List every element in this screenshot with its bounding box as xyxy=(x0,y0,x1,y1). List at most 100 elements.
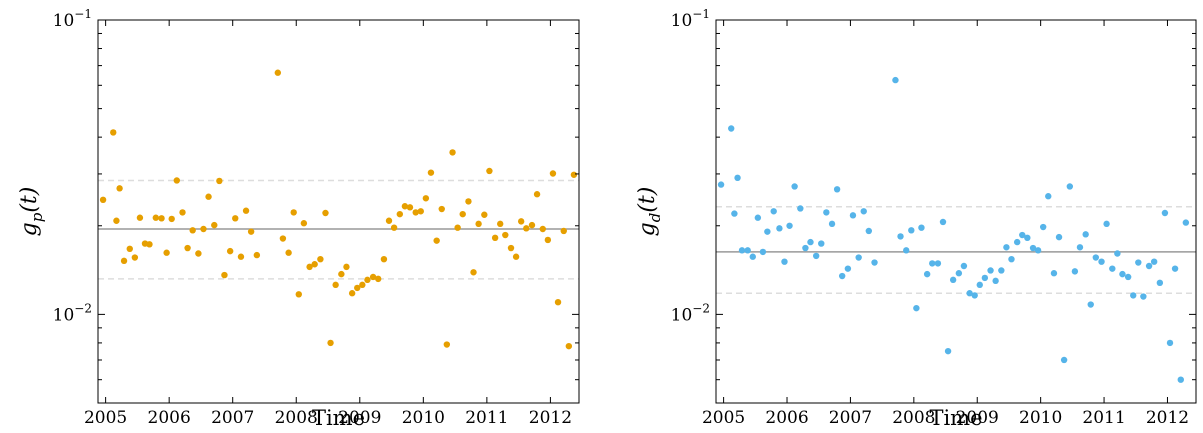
data-point xyxy=(560,227,567,235)
data-point xyxy=(1103,220,1110,228)
data-point xyxy=(807,238,814,246)
data-point xyxy=(517,218,525,225)
x-tick-label: 2009 xyxy=(338,408,381,428)
data-point xyxy=(348,290,356,297)
x-tick-label: 2009 xyxy=(956,408,999,428)
data-point xyxy=(279,235,287,242)
data-point xyxy=(232,215,239,222)
data-point xyxy=(512,253,520,260)
data-point xyxy=(184,244,191,252)
data-point xyxy=(1171,265,1179,272)
data-point xyxy=(818,240,825,247)
data-point xyxy=(306,263,313,271)
x-tick-label: 2012 xyxy=(1146,408,1189,428)
data-point xyxy=(738,247,746,254)
data-point xyxy=(770,208,777,215)
data-point xyxy=(422,195,430,202)
data-point xyxy=(1114,250,1121,257)
data-point xyxy=(146,241,153,248)
data-point xyxy=(300,220,308,227)
data-point xyxy=(491,234,499,242)
data-point xyxy=(1150,258,1158,265)
data-point xyxy=(1050,270,1058,277)
data-point xyxy=(981,274,989,282)
x-tick-label: 2010 xyxy=(402,408,445,428)
data-point xyxy=(1098,258,1105,265)
data-point xyxy=(120,257,128,265)
x-tick-label: 2011 xyxy=(1082,408,1125,428)
data-point xyxy=(465,198,472,205)
data-point xyxy=(971,292,978,299)
right-chart-panel: 2005 2006 2007 2008 2009 2010 2011 2012 10−1 10−2… xyxy=(635,7,1197,430)
data-point xyxy=(375,275,382,283)
data-point xyxy=(865,227,873,235)
data-point xyxy=(486,167,493,175)
data-point xyxy=(412,209,419,216)
data-point xyxy=(290,209,297,216)
data-point xyxy=(1140,293,1147,300)
data-point xyxy=(481,211,488,218)
data-point xyxy=(998,267,1005,274)
data-point xyxy=(253,251,261,259)
data-point xyxy=(126,245,133,253)
data-point xyxy=(390,224,398,231)
x-tick-label: 2005 xyxy=(702,408,745,428)
data-point xyxy=(939,218,947,226)
data-point xyxy=(908,227,915,234)
data-point xyxy=(1066,183,1074,190)
data-point xyxy=(1076,244,1084,251)
data-point xyxy=(523,225,530,232)
data-point xyxy=(1124,273,1132,281)
y-axis-label: gp(t) xyxy=(17,187,46,237)
data-point xyxy=(923,270,931,278)
data-point xyxy=(1039,223,1047,231)
data-point xyxy=(728,125,735,132)
data-point xyxy=(274,69,282,76)
data-point xyxy=(833,186,841,193)
data-point xyxy=(554,298,562,306)
data-point xyxy=(285,249,292,256)
data-point xyxy=(570,171,578,178)
data-point xyxy=(717,181,725,188)
data-point xyxy=(1082,231,1089,238)
data-point xyxy=(195,250,202,257)
data-point xyxy=(754,214,762,221)
data-point xyxy=(539,225,546,233)
data-point xyxy=(892,76,899,84)
data-point xyxy=(322,209,329,217)
plot-frame xyxy=(97,19,580,404)
data-point xyxy=(731,210,738,217)
data-point xyxy=(168,215,175,223)
data-point xyxy=(949,276,957,284)
data-point xyxy=(849,212,857,219)
data-point xyxy=(459,210,466,218)
data-point xyxy=(781,258,788,265)
data-point xyxy=(1177,376,1184,383)
data-point xyxy=(791,183,798,190)
y-tick-label: 10−2 xyxy=(671,301,710,325)
data-point xyxy=(966,290,973,297)
data-point xyxy=(838,272,846,280)
x-tick-label: 2006 xyxy=(765,408,808,428)
data-point xyxy=(475,220,482,228)
data-point xyxy=(1087,301,1094,308)
data-point xyxy=(242,207,250,214)
y-tick-label: 10−2 xyxy=(53,301,92,325)
data-point xyxy=(802,244,809,252)
x-tick-label: 2007 xyxy=(829,408,872,428)
data-point xyxy=(797,205,804,212)
data-point xyxy=(918,224,925,231)
data-point xyxy=(364,276,371,284)
data-point xyxy=(1161,209,1169,217)
data-point xyxy=(380,255,388,263)
x-tick-label: 2011 xyxy=(465,408,508,428)
data-point xyxy=(1019,231,1026,239)
data-point xyxy=(449,149,456,156)
data-point xyxy=(934,260,942,267)
data-point xyxy=(189,227,196,234)
data-point xyxy=(812,252,820,260)
data-point xyxy=(855,254,862,261)
data-point xyxy=(136,214,144,221)
x-tick-label: 2005 xyxy=(84,408,127,428)
